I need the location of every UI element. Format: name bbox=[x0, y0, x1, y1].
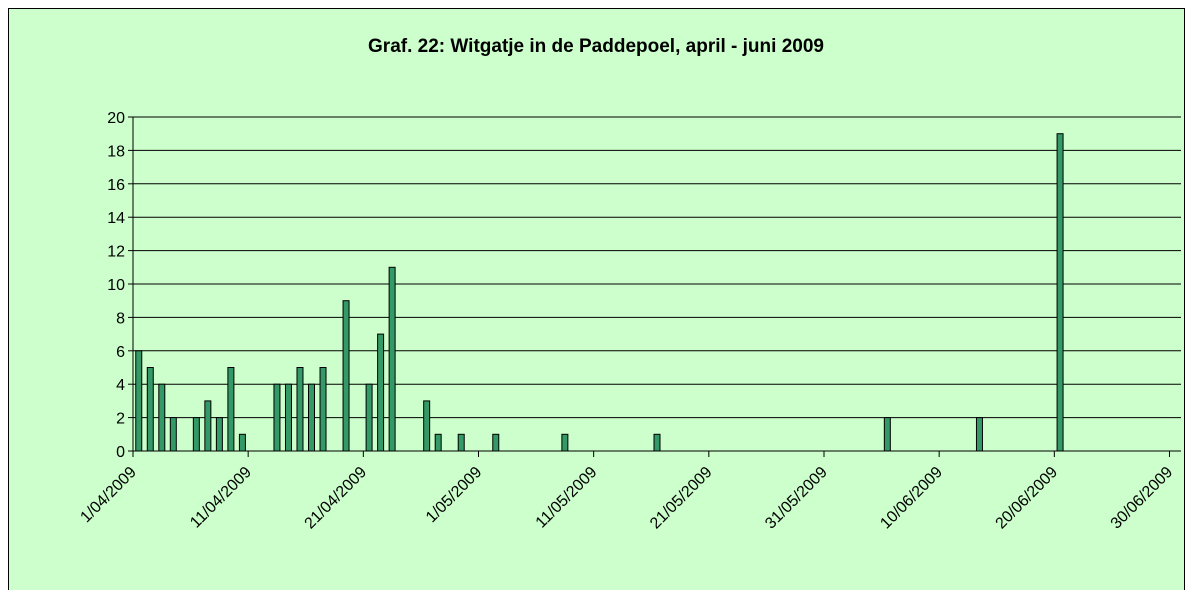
bar bbox=[319, 367, 327, 452]
y-tick-label: 0 bbox=[116, 444, 125, 461]
bar bbox=[883, 417, 891, 452]
bar bbox=[457, 433, 465, 452]
bar bbox=[284, 383, 292, 452]
y-tick-label: 12 bbox=[107, 244, 125, 261]
bar bbox=[975, 417, 983, 452]
bar bbox=[365, 383, 373, 452]
bar bbox=[308, 383, 316, 452]
bar bbox=[434, 433, 442, 452]
bar bbox=[388, 266, 396, 452]
bar bbox=[169, 417, 177, 452]
bar bbox=[653, 433, 661, 452]
y-tick-label: 8 bbox=[116, 310, 125, 327]
bar bbox=[273, 383, 281, 452]
bar bbox=[146, 367, 154, 452]
bar bbox=[192, 417, 200, 452]
bar bbox=[423, 400, 431, 452]
y-tick-label: 14 bbox=[107, 210, 125, 227]
y-tick-label: 6 bbox=[116, 344, 125, 361]
bar bbox=[158, 383, 166, 452]
y-tick-label: 10 bbox=[107, 277, 125, 294]
bar bbox=[561, 433, 569, 452]
bar bbox=[296, 367, 304, 452]
bar bbox=[215, 417, 223, 452]
chart-title: Graf. 22: Witgatje in de Paddepoel, apri… bbox=[368, 36, 824, 57]
bar bbox=[342, 300, 350, 452]
bar bbox=[1056, 133, 1064, 452]
y-tick-label: 2 bbox=[116, 411, 125, 428]
bar bbox=[492, 433, 500, 452]
bar bbox=[204, 400, 212, 452]
bar bbox=[135, 350, 143, 452]
bar bbox=[227, 367, 235, 452]
bar bbox=[377, 333, 385, 452]
y-tick-label: 18 bbox=[107, 143, 125, 160]
y-tick-label: 4 bbox=[116, 377, 125, 394]
y-tick-label: 20 bbox=[107, 110, 125, 127]
bar bbox=[238, 433, 246, 452]
y-tick-label: 16 bbox=[107, 177, 125, 194]
chart-area bbox=[8, 8, 1185, 590]
